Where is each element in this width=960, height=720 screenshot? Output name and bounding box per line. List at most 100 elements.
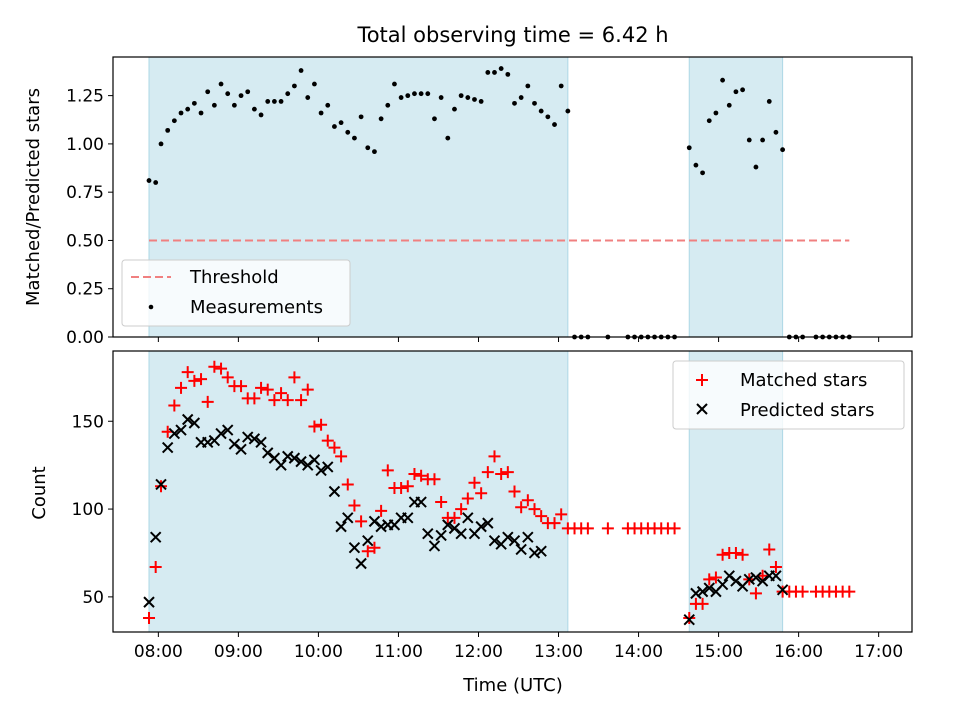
- measurement-point: [686, 145, 692, 151]
- measurement-point: [780, 147, 786, 153]
- matched-star-point: [215, 362, 228, 375]
- y-tick-label: 0.00: [66, 328, 104, 348]
- measurement-point: [325, 102, 331, 108]
- predicted-star-point: [703, 582, 715, 594]
- predicted-star-point: [282, 450, 294, 463]
- predicted-star-point: [502, 531, 514, 543]
- bottom-legend-box: [672, 360, 905, 430]
- measurement-point: [505, 71, 511, 77]
- predicted-star-point: [435, 529, 447, 542]
- measurement-point: [538, 108, 544, 114]
- measurement-point: [760, 137, 766, 143]
- top-legend-box: [121, 259, 351, 327]
- predicted-star-point: [515, 543, 527, 556]
- bottom-y-axis-label: Count: [29, 466, 50, 519]
- x-axis-label: Time (UTC): [462, 675, 563, 696]
- matched-star-point: [361, 545, 374, 558]
- matched-star-point: [736, 548, 749, 561]
- measurement-point: [251, 106, 257, 112]
- measurement-point: [700, 170, 705, 176]
- y-tick-label: 100: [72, 500, 104, 520]
- measurement-point: [458, 93, 464, 99]
- matched-star-point: [395, 481, 408, 494]
- measurement-point: [398, 95, 404, 100]
- measurement-point: [518, 95, 524, 100]
- matched-star-point: [341, 478, 354, 491]
- measurement-point: [405, 93, 411, 99]
- count-panel: 50 100 150 08:00 09:00 10:00 11:00 12:00 13:00 1…: [29, 350, 913, 696]
- matched-star-point: [248, 392, 261, 405]
- matched-star-points: [143, 360, 856, 624]
- matched-star-point: [749, 587, 762, 600]
- predicted-star-point: [750, 571, 762, 584]
- matched-star-point: [481, 466, 494, 479]
- measurement-point: [472, 97, 477, 102]
- x-tick-label: 10:00: [294, 642, 343, 662]
- top-legend: Threshold Measurements: [121, 259, 351, 327]
- predicted-star-point: [222, 424, 234, 436]
- predicted-star-point: [255, 436, 267, 449]
- predicted-star-point: [149, 531, 162, 543]
- measurement-point: [278, 99, 284, 104]
- predicted-star-point: [683, 613, 695, 626]
- x-tick-label: 12:00: [454, 642, 503, 662]
- measurement-point: [312, 81, 317, 87]
- predicted-legend-label: Predicted stars: [740, 400, 874, 421]
- predicted-star-point: [535, 545, 547, 557]
- y-tick-label: 0.50: [66, 231, 104, 251]
- matched-star-point: [168, 399, 181, 412]
- matched-star-point: [335, 450, 348, 463]
- predicted-star-point: [322, 461, 334, 473]
- measurement-point: [545, 114, 551, 120]
- measurement-point: [498, 66, 504, 71]
- measurement-point: [272, 99, 277, 104]
- measurement-point: [285, 91, 291, 97]
- y-tick-label: 0.25: [66, 280, 104, 300]
- predicted-star-point: [335, 520, 347, 533]
- measurement-point: [452, 106, 457, 112]
- matched-star-point: [468, 476, 481, 489]
- matched-star-point: [435, 496, 448, 509]
- measurement-point: [258, 112, 264, 118]
- y-tick-label: 1.00: [66, 135, 104, 155]
- measurement-point: [211, 102, 217, 108]
- matched-star-point: [408, 467, 421, 480]
- measurement-point: [153, 180, 159, 185]
- measurement-point: [318, 110, 324, 116]
- x-tick-label: 09:00: [214, 642, 263, 662]
- measurement-point: [418, 91, 424, 97]
- measurement-point: [305, 95, 311, 100]
- matched-star-point: [321, 434, 334, 447]
- matched-star-point: [221, 371, 234, 384]
- top-y-axis-label: Matched/Predicted stars: [23, 88, 44, 306]
- predicted-star-point: [348, 541, 361, 554]
- matched-star-point: [703, 573, 716, 586]
- matched-legend-label: Matched stars: [740, 370, 867, 391]
- predicted-star-points: [143, 413, 789, 626]
- matched-star-point: [709, 571, 722, 584]
- measurements-legend-label: Measurements: [190, 297, 323, 318]
- predicted-star-point: [696, 585, 709, 598]
- measurement-point: [565, 108, 571, 114]
- matched-star-point: [235, 380, 248, 393]
- measurement-point: [365, 145, 371, 151]
- predicted-star-point: [328, 485, 341, 498]
- top-axes-frame: [112, 56, 913, 338]
- matched-star-point: [201, 395, 214, 408]
- x-tick-label: 08:00: [134, 642, 183, 662]
- measurement-point: [378, 116, 384, 122]
- matched-star-point: [308, 420, 321, 433]
- predicted-star-point: [462, 512, 474, 524]
- measurement-point: [231, 102, 237, 108]
- predicted-star-point: [415, 496, 427, 508]
- matched-star-point: [843, 585, 856, 598]
- matched-star-point: [368, 541, 381, 554]
- measurement-point: [525, 83, 531, 89]
- matched-star-point: [508, 485, 521, 498]
- measurement-point: [298, 68, 304, 73]
- matched-star-point: [548, 517, 561, 530]
- matched-star-point: [375, 504, 388, 517]
- matched-star-point: [401, 480, 414, 493]
- matched-star-point: [729, 546, 742, 559]
- predicted-star-point: [482, 517, 494, 529]
